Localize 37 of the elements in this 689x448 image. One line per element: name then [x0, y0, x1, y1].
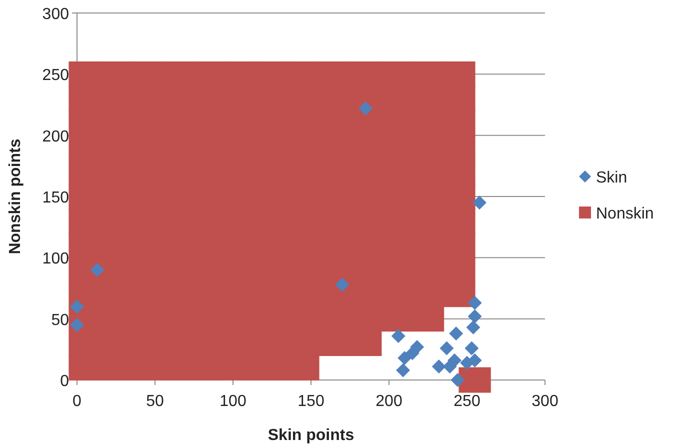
- x-tick-label: 250: [454, 393, 480, 410]
- y-tick-label: 100: [42, 250, 70, 268]
- y-tick-label: 150: [42, 190, 70, 206]
- point: [440, 341, 454, 356]
- x-tick-label: 150: [298, 393, 324, 410]
- x-tick-label: 300: [532, 393, 558, 410]
- point: [468, 296, 482, 310]
- point: [450, 373, 465, 387]
- point: [460, 356, 474, 370]
- y-axis-title: Nonskin points: [7, 138, 24, 254]
- x-tick-label: 200: [376, 393, 402, 410]
- point: [468, 309, 482, 324]
- point: [449, 326, 464, 341]
- legend-label: Skin: [596, 170, 628, 186]
- y-tick-label: 50: [51, 312, 70, 329]
- x-axis-title: Skin points: [268, 427, 354, 444]
- point: [405, 346, 420, 360]
- point: [335, 278, 350, 292]
- y-tick-label: 250: [42, 67, 70, 84]
- point: [396, 363, 410, 378]
- y-tick-label: 200: [42, 128, 70, 146]
- point: [90, 262, 104, 277]
- point: [472, 196, 486, 210]
- x-tick-label: 0: [72, 393, 82, 410]
- point: [70, 300, 84, 314]
- x-tick-label: 100: [220, 393, 246, 410]
- point: [442, 360, 457, 374]
- point: [391, 328, 406, 343]
- y-tick-label: 0: [60, 373, 70, 390]
- point: [466, 320, 480, 334]
- y-tick-label: 300: [42, 6, 70, 23]
- legend-label: Nonskin: [596, 206, 654, 222]
- point: [432, 360, 446, 374]
- x-tick-label: 50: [146, 393, 164, 410]
- point: [398, 350, 412, 365]
- point: [464, 341, 479, 356]
- point: [358, 101, 373, 116]
